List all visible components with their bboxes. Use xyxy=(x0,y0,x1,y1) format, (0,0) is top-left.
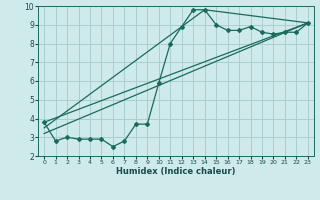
X-axis label: Humidex (Indice chaleur): Humidex (Indice chaleur) xyxy=(116,167,236,176)
